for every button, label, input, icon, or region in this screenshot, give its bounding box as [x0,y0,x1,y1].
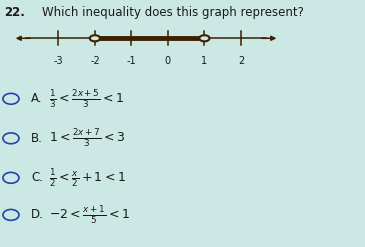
Text: $\frac{1}{3} < \frac{2x+5}{3} < 1$: $\frac{1}{3} < \frac{2x+5}{3} < 1$ [49,88,124,110]
Text: 2: 2 [238,56,244,65]
Circle shape [3,133,19,144]
Text: B.: B. [31,132,43,145]
Text: -1: -1 [127,56,136,65]
Text: Which inequality does this graph represent?: Which inequality does this graph represe… [42,6,304,19]
Text: C.: C. [31,171,43,184]
Text: -2: -2 [90,56,100,65]
Text: $\frac{1}{2} < \frac{x}{2} + 1 < 1$: $\frac{1}{2} < \frac{x}{2} + 1 < 1$ [49,167,126,189]
Circle shape [3,172,19,183]
Circle shape [3,93,19,104]
Ellipse shape [90,35,100,41]
Text: 1: 1 [201,56,207,65]
Text: D.: D. [31,208,44,221]
Text: $1 < \frac{2x+7}{3} < 3$: $1 < \frac{2x+7}{3} < 3$ [49,127,126,149]
Text: $-2 < \frac{x+1}{5} < 1$: $-2 < \frac{x+1}{5} < 1$ [49,204,130,226]
Ellipse shape [199,35,210,41]
Circle shape [3,209,19,220]
Text: -3: -3 [54,56,63,65]
Text: 22.: 22. [4,6,24,19]
Text: 0: 0 [165,56,171,65]
Text: A.: A. [31,92,43,105]
